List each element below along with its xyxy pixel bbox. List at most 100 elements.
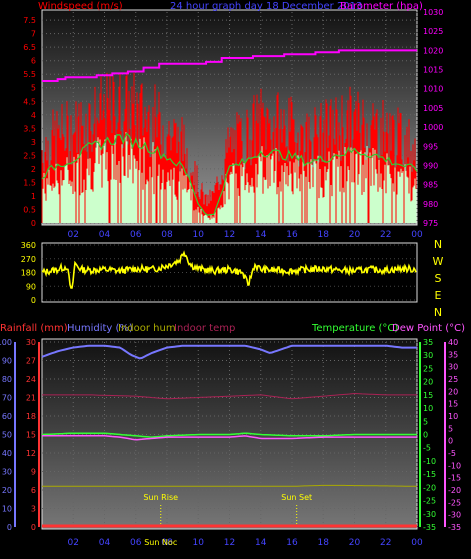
barometer-tick-label: 1025 xyxy=(423,27,443,36)
wind-tick-label: 6.5 xyxy=(23,43,36,52)
wind-tick-label: 6 xyxy=(31,57,36,66)
wind-tick-label: 2.5 xyxy=(23,151,36,160)
indoor-temp-line xyxy=(42,392,417,400)
wind-x-tick-label: 06 xyxy=(130,230,142,240)
dewpoint-tick-label: -15 xyxy=(448,474,461,483)
barometer-tick-label: 1015 xyxy=(423,66,443,75)
wind-x-tick-label: 00 xyxy=(411,230,423,240)
wind-tick-label: 3.5 xyxy=(23,124,36,133)
direction-compass-label: N xyxy=(434,306,442,319)
climate-x-tick-label: 22 xyxy=(380,538,391,548)
climate-x-tick-label: 00 xyxy=(411,538,423,548)
rain-tick-label: 6 xyxy=(31,486,36,495)
humidity-tick-label: 0 xyxy=(7,523,12,532)
indoor-hum-line xyxy=(42,484,417,487)
rain-tick-label: 30 xyxy=(26,338,36,347)
temperature-tick-label: 30 xyxy=(423,351,433,360)
dewpoint-tick-label: -5 xyxy=(448,449,456,458)
dewpoint-tick-label: 0 xyxy=(448,437,453,446)
humidity-tick-label: 70 xyxy=(2,394,12,403)
dewpoint-tick-label: 15 xyxy=(448,400,458,409)
windspeed-axis-label: Windspeed (m/s) xyxy=(38,1,123,12)
axes-layer: 00.511.522.533.544.555.566.577.597598098… xyxy=(0,8,461,548)
direction-compass-label: S xyxy=(435,272,442,285)
humidity-tick-label: 90 xyxy=(2,357,12,366)
wind-tick-label: 7 xyxy=(31,30,36,39)
wind-direction-line xyxy=(41,250,417,289)
humidity-tick-label: 50 xyxy=(2,431,12,440)
barometer-tick-label: 1000 xyxy=(423,123,443,132)
wind-x-tick-label: 10 xyxy=(193,230,205,240)
wind-x-tick-label: 14 xyxy=(255,230,267,240)
temperature-tick-label: -25 xyxy=(423,497,436,506)
wind-tick-label: 1 xyxy=(31,192,36,201)
sunset-label: Sun Set xyxy=(281,493,312,502)
dewpoint-tick-label: -30 xyxy=(448,511,461,520)
rain-tick-label: 12 xyxy=(26,449,36,458)
rain-tick-label: 0 xyxy=(31,523,36,532)
direction-compass-label: N xyxy=(434,238,442,251)
wind-tick-label: 4.5 xyxy=(23,97,36,106)
wind-tick-label: 4 xyxy=(31,111,36,120)
wind-x-tick-label: 20 xyxy=(349,230,361,240)
series-layer xyxy=(41,49,418,528)
temperature-tick-label: 15 xyxy=(423,391,433,400)
barometer-tick-label: 1020 xyxy=(423,46,443,55)
wind-tick-label: 5 xyxy=(31,84,36,93)
climate-x-tick-label: 08 xyxy=(161,538,173,548)
dewpoint-tick-label: -10 xyxy=(448,461,461,470)
direction-tick-label: 0 xyxy=(31,296,36,305)
temperature-line xyxy=(41,432,417,438)
temperature-tick-label: -10 xyxy=(423,457,436,466)
temperature-tick-label: -35 xyxy=(423,523,436,532)
direction-compass-label: W xyxy=(433,255,444,268)
climate-x-tick-label: 16 xyxy=(286,538,298,548)
humidity-tick-label: 20 xyxy=(2,486,12,495)
barometer-tick-label: 990 xyxy=(423,161,438,170)
temperature-tick-label: 35 xyxy=(423,338,433,347)
barometer-axis-label: Barometer (hpa) xyxy=(340,1,423,12)
temperature-tick-label: -5 xyxy=(423,444,431,453)
humidity-line xyxy=(41,344,417,360)
dewpoint-line xyxy=(42,435,417,441)
humidity-tick-label: 10 xyxy=(2,505,12,514)
barometer-tick-label: 1010 xyxy=(423,85,443,94)
rain-tick-label: 15 xyxy=(26,431,36,440)
climate-x-tick-label: 04 xyxy=(99,538,111,548)
temperature-tick-label: -30 xyxy=(423,510,436,519)
wind-x-tick-label: 04 xyxy=(99,230,111,240)
wind-x-tick-label: 22 xyxy=(380,230,391,240)
climate-x-tick-label: 10 xyxy=(193,538,205,548)
dewpoint-tick-label: 25 xyxy=(448,375,458,384)
rain-tick-label: 18 xyxy=(26,412,36,421)
temperature-tick-label: -20 xyxy=(423,483,436,492)
temperature-tick-label: -15 xyxy=(423,470,436,479)
sunrise-label: Sun Rise xyxy=(143,493,178,502)
legend-rainfall: Rainfall (mm) xyxy=(0,323,68,334)
climate-x-tick-label: 14 xyxy=(255,538,267,548)
temperature-tick-label: 0 xyxy=(423,431,428,440)
wind-tick-label: 3 xyxy=(31,138,36,147)
barometer-tick-label: 980 xyxy=(423,200,438,209)
temperature-tick-label: 25 xyxy=(423,364,433,373)
dewpoint-tick-label: -20 xyxy=(448,486,461,495)
temperature-tick-label: 10 xyxy=(423,404,433,413)
legend-dew-point: Dew Point (°C) xyxy=(392,323,465,334)
wind-avg-line xyxy=(41,132,418,216)
dewpoint-tick-label: -25 xyxy=(448,498,461,507)
temperature-tick-label: 5 xyxy=(423,417,428,426)
barometer-tick-label: 995 xyxy=(423,142,438,151)
sun-noon-label: Sun Noc xyxy=(144,538,177,547)
climate-x-tick-label: 02 xyxy=(68,538,79,548)
wind-tick-label: 0 xyxy=(31,219,36,228)
legend-indoor-hum: Indoor hum xyxy=(118,323,176,334)
direction-tick-label: 90 xyxy=(26,282,36,291)
wind-tick-label: 2 xyxy=(31,165,36,174)
rain-tick-label: 24 xyxy=(26,375,36,384)
dewpoint-tick-label: 40 xyxy=(448,338,458,347)
dewpoint-tick-label: 30 xyxy=(448,363,458,372)
legend-humidity: Humidity (%) xyxy=(67,323,133,334)
barometer-line xyxy=(42,49,417,83)
humidity-tick-label: 60 xyxy=(2,412,12,421)
